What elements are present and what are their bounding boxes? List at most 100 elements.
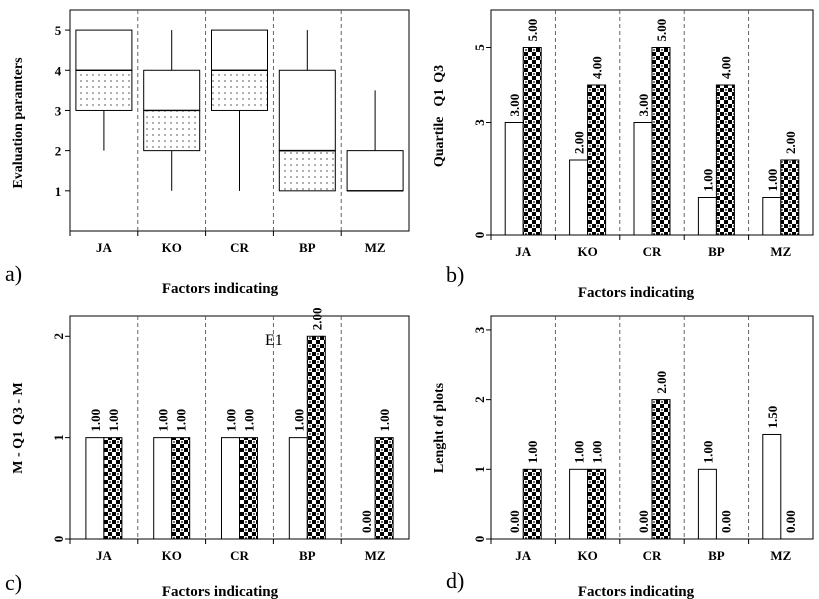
data-label: 0.00	[507, 510, 522, 533]
panel-d-yticks: 0 1 2 3	[472, 326, 491, 542]
panel-b-label: b)	[446, 262, 464, 287]
x-tick-label: BP	[708, 548, 725, 563]
x-tick-label: CR	[230, 240, 249, 255]
panel-b-ylabel: QuartileQ1Q3	[432, 65, 447, 167]
data-label: 2.00	[654, 371, 669, 394]
y-tick-label: 2	[55, 144, 62, 159]
data-label: 1.00	[765, 169, 780, 192]
y-tick-label: 2	[51, 333, 66, 340]
x-tick-label: JA	[515, 244, 532, 259]
y-tick-label: 1	[55, 184, 62, 199]
bar-patterned	[522, 47, 542, 236]
bar-patterned	[651, 399, 671, 540]
x-tick-label: MZ	[365, 240, 386, 255]
x-tick-label: JA	[96, 240, 113, 255]
bar-white	[697, 197, 717, 236]
panel-a-gridlines	[137, 10, 342, 231]
panel-c-label: c)	[5, 570, 22, 595]
bar-white	[697, 468, 717, 540]
data-label: 1.00	[156, 409, 171, 432]
x-tick-label: JA	[96, 548, 113, 563]
x-tick-label: MZ	[770, 244, 791, 259]
data-label: 1.00	[700, 169, 715, 192]
box-lower-half	[75, 69, 133, 111]
panel-a-label: a)	[5, 261, 22, 286]
panel-a-xlabel: Factors indicating	[162, 281, 279, 297]
panel-a-boxes	[75, 29, 404, 192]
box-upper-half	[278, 69, 336, 152]
data-label: 4.00	[590, 56, 605, 79]
bar-patterned	[239, 437, 258, 540]
panel-d: 0.001.000.001.001.501.00 1.002.000.00 0.00…	[432, 315, 814, 599]
panel-d-ylabel: Lenght of plots	[432, 382, 447, 473]
y-tick-label: 0	[51, 536, 66, 543]
bar-patterned	[587, 84, 607, 236]
x-tick-label: KO	[577, 244, 597, 259]
panel-c-yticks: 0 1 2	[51, 333, 70, 542]
data-label: 1.50	[765, 406, 780, 429]
bar-white	[153, 437, 173, 540]
panel-c-ylabel: M - Q1Q3 - M	[11, 382, 26, 474]
data-label: 1.00	[572, 441, 587, 464]
data-label: 3.00	[507, 94, 522, 117]
panel-b: 3.00 2.00 3.00 1.00 1.00 5.00 4.00 5.00 4.00 2.00…	[432, 9, 814, 301]
data-label: 2.00	[572, 131, 587, 154]
box-lower-half	[143, 109, 201, 152]
panel-b-yticks: 0 3 5	[472, 44, 491, 239]
y-tick-label: 4	[55, 63, 62, 78]
panel-c-annotation: E1	[265, 332, 283, 349]
panel-c-xticks: JA KO CR BP MZ	[69, 539, 386, 563]
y-tick-label: 3	[472, 119, 487, 126]
bar-white	[288, 437, 308, 540]
x-tick-label: JA	[515, 548, 532, 563]
data-label: 1.00	[106, 409, 121, 432]
x-tick-label: CR	[643, 244, 662, 259]
y-tick-label: 0	[472, 232, 487, 239]
bar-patterned	[651, 47, 671, 236]
panel-c-gridlines	[137, 316, 342, 539]
box-upper-half	[75, 29, 133, 71]
box-lower-half	[211, 69, 268, 111]
bar-white	[569, 468, 589, 540]
box-upper-half	[143, 69, 201, 111]
bar-white	[762, 197, 782, 236]
data-label: 0.00	[359, 510, 374, 533]
data-label: 0.00	[783, 510, 798, 533]
bar-white	[569, 159, 589, 236]
panel-d-xlabel: Factors indicating	[578, 584, 695, 599]
bar-white	[762, 433, 782, 540]
x-tick-label: KO	[577, 548, 597, 563]
bar-white	[85, 437, 105, 540]
panel-c: 1.00 1.00 1.00 1.000.001.00 1.00 1.002.001.00…	[5, 308, 410, 599]
data-label: 3.00	[636, 94, 651, 117]
x-tick-label: BP	[708, 244, 725, 259]
panel-c-xlabel: Factors indicating	[162, 584, 279, 599]
panel-a-frame	[69, 9, 410, 232]
y-tick-label: 1	[51, 434, 66, 441]
y-tick-label: 2	[472, 396, 487, 403]
box-upper-half	[211, 29, 268, 71]
x-tick-label: KO	[162, 240, 182, 255]
data-label: 1.00	[174, 409, 189, 432]
y-tick-label: 3	[55, 103, 62, 118]
data-label: 1.00	[700, 441, 715, 464]
panel-a-ylabel: Evaluation paramters	[11, 57, 26, 189]
data-label: 0.00	[718, 510, 733, 533]
data-label: 1.00	[224, 409, 239, 432]
panel-b-gridlines	[554, 10, 750, 235]
y-tick-label: 0	[472, 536, 487, 543]
data-label: 1.00	[377, 409, 392, 432]
data-label: 4.00	[718, 56, 733, 79]
data-label: 1.00	[590, 441, 605, 464]
panel-d-gridlines	[554, 316, 750, 539]
bar-white	[221, 437, 240, 540]
panel-a-yticks: 1 2 3 4 5	[55, 23, 70, 199]
x-tick-label: MZ	[365, 548, 386, 563]
data-label: 0.00	[636, 510, 651, 533]
panel-a: 1 2 3 4 5 JA KO CR BP MZ Evaluation paramters Fa…	[5, 9, 410, 297]
data-label: 2.00	[309, 308, 324, 331]
x-tick-label: CR	[230, 548, 249, 563]
data-label: 1.00	[291, 409, 306, 432]
panel-d-bars: 0.001.000.001.001.501.00 1.002.000.00 0.00	[507, 371, 798, 540]
